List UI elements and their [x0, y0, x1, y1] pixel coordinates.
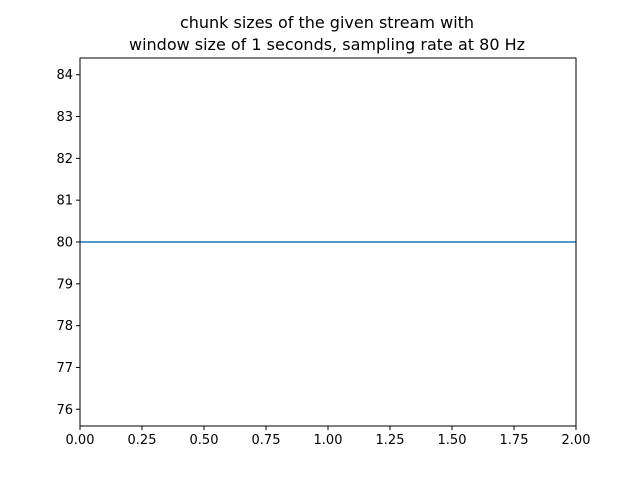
y-tick-label: 78	[56, 319, 73, 334]
x-tick-label: 0.75	[252, 433, 281, 448]
x-tick-label: 1.25	[376, 433, 405, 448]
y-tick-label: 82	[56, 152, 73, 167]
y-tick-label: 79	[56, 277, 73, 292]
x-tick-label: 1.00	[314, 433, 343, 448]
y-tick-label: 81	[56, 194, 73, 209]
chart-title-line-1: chunk sizes of the given stream with	[180, 13, 474, 32]
ticks-layer: 0.00 0.25 0.50 0.75 1.00 1.25 1.50 1.75 2.00 76 77…	[56, 68, 590, 448]
x-tick-label: 1.75	[500, 433, 529, 448]
x-tick-label: 0.00	[66, 433, 95, 448]
plot-frame	[79, 57, 577, 427]
y-tick-label: 80	[56, 236, 73, 251]
x-tick-label: 0.25	[128, 433, 157, 448]
x-tick-label: 2.00	[562, 433, 591, 448]
y-tick-label: 83	[56, 110, 73, 125]
x-tick-label: 1.50	[438, 433, 467, 448]
chart-title-line-2: window size of 1 seconds, sampling rate …	[129, 35, 525, 54]
y-tick-label: 76	[56, 403, 73, 418]
y-tick-label: 77	[56, 361, 73, 376]
x-tick-label: 0.50	[190, 433, 219, 448]
y-tick-label: 84	[56, 68, 73, 83]
